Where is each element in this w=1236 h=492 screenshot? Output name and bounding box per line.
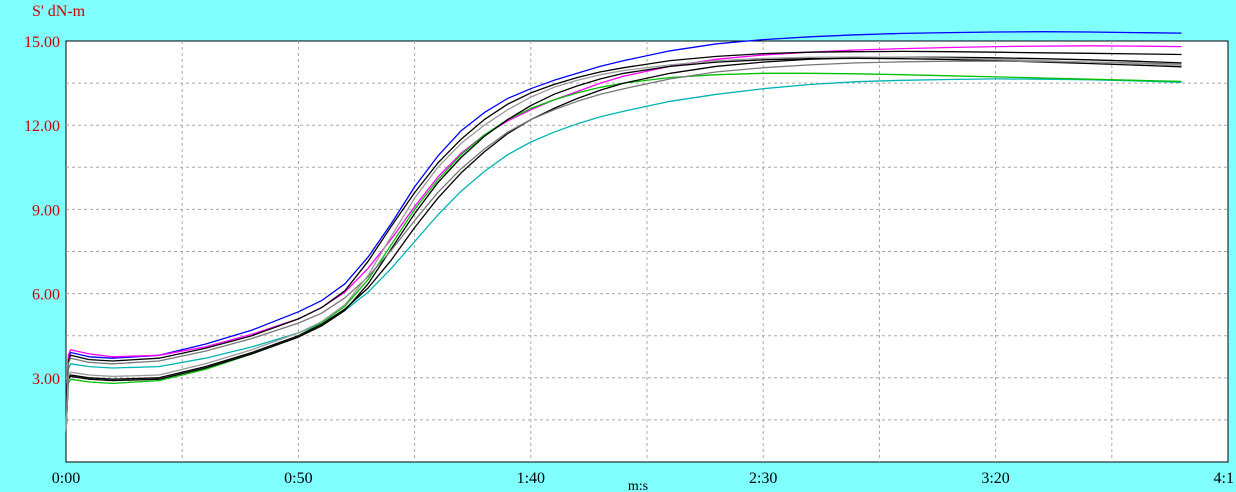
series-line-7 bbox=[65, 50, 1182, 434]
tick-labels: 3.00 6.00 9.00 12.00 15.00 0:00 0:50 1:40 2:30 3:… bbox=[24, 34, 1234, 487]
series-line-1 bbox=[65, 31, 1182, 434]
series-line-9 bbox=[65, 56, 1182, 434]
series-line-8 bbox=[65, 60, 1182, 434]
series-lines bbox=[65, 31, 1182, 434]
x-tick-label: 3:20 bbox=[981, 470, 1009, 487]
x-tick-label: 1:40 bbox=[517, 470, 545, 487]
y-tick-label: 3.00 bbox=[32, 371, 60, 388]
y-tick-label: 9.00 bbox=[32, 202, 60, 219]
y-axis-label: S' dN-m bbox=[32, 3, 86, 20]
x-tick-label: 0:00 bbox=[52, 470, 80, 487]
grid-lines bbox=[66, 41, 1228, 462]
series-line-6 bbox=[65, 57, 1182, 434]
x-tick-label: 2:30 bbox=[749, 470, 777, 487]
x-axis-label: m:s bbox=[628, 479, 648, 492]
y-tick-label: 12.00 bbox=[24, 118, 60, 135]
series-line-3 bbox=[65, 78, 1182, 434]
x-tick-label: 4:1 bbox=[1214, 470, 1234, 487]
y-tick-label: 15.00 bbox=[24, 34, 60, 51]
series-line-2 bbox=[65, 45, 1182, 434]
y-tick-label: 6.00 bbox=[32, 287, 60, 304]
x-tick-label: 0:50 bbox=[284, 470, 312, 487]
